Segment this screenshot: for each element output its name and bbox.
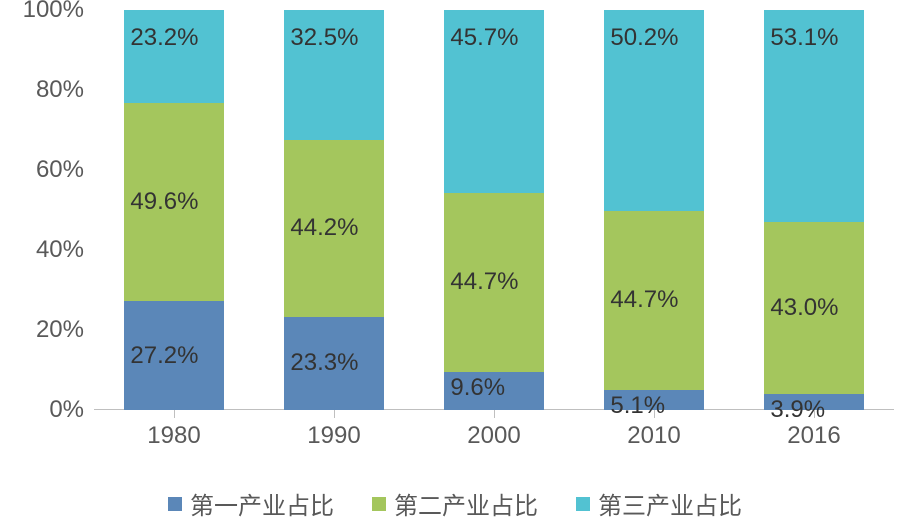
y-tick-label: 60%: [36, 156, 94, 184]
bar-column: 27.2% 49.6% 23.2%: [124, 10, 223, 410]
industry-share-chart: 0% 20% 40% 60% 80% 100% 27.2% 49.6% 23.2% 1980 23.…: [0, 0, 910, 528]
y-tick-label: 100%: [23, 0, 94, 24]
legend-label: 第三产业占比: [598, 486, 742, 521]
bar-segment-label: 53.1%: [770, 24, 838, 52]
y-tick-label: 0%: [49, 396, 94, 424]
bar-column: 9.6% 44.7% 45.7%: [444, 10, 543, 410]
x-tick-label: 1980: [147, 410, 200, 450]
bar-segment-label: 27.2%: [130, 342, 198, 370]
bar-column: 3.9%43.0%53.1%: [764, 10, 863, 410]
legend-label: 第二产业占比: [394, 486, 538, 521]
bar-column: 5.1%44.7%50.2%: [604, 10, 703, 410]
plot-area: 0%20%40%60%80%100%27.2%49.6%23.2%198023.…: [94, 10, 894, 410]
legend-item: 第一产业占比: [168, 486, 334, 521]
legend-item: 第三产业占比: [576, 486, 742, 521]
bar-segment-label: 32.5%: [290, 24, 358, 52]
bar-segment-label: 50.2%: [610, 24, 678, 52]
x-tick-label: 1990: [307, 410, 360, 450]
y-tick-label: 40%: [36, 236, 94, 264]
y-tick-label: 20%: [36, 316, 94, 344]
legend-label: 第一产业占比: [190, 486, 334, 521]
x-tick-label: 2010: [627, 410, 680, 450]
bar-segment-label: 9.6%: [450, 374, 505, 402]
bar-segment-label: 43.0%: [770, 294, 838, 322]
bar-column: 23.3% 44.2% 32.5%: [284, 10, 383, 410]
bar-segment-label: 49.6%: [130, 188, 198, 216]
x-tick-label: 2000: [467, 410, 520, 450]
legend: 第一产业占比 第二产业占比 第三产业占比: [0, 486, 910, 521]
bar-segment-label: 44.7%: [450, 268, 518, 296]
bar-segment-label: 23.2%: [130, 24, 198, 52]
legend-swatch: [372, 497, 386, 511]
bar-segment-label: 44.7%: [610, 286, 678, 314]
y-tick-label: 80%: [36, 76, 94, 104]
legend-item: 第二产业占比: [372, 486, 538, 521]
legend-swatch: [168, 497, 182, 511]
x-tick-label: 2016: [787, 410, 840, 450]
legend-swatch: [576, 497, 590, 511]
bar-segment-label: 45.7%: [450, 24, 518, 52]
bar-segment-label: 23.3%: [290, 349, 358, 377]
bar-segment-label: 44.2%: [290, 214, 358, 242]
